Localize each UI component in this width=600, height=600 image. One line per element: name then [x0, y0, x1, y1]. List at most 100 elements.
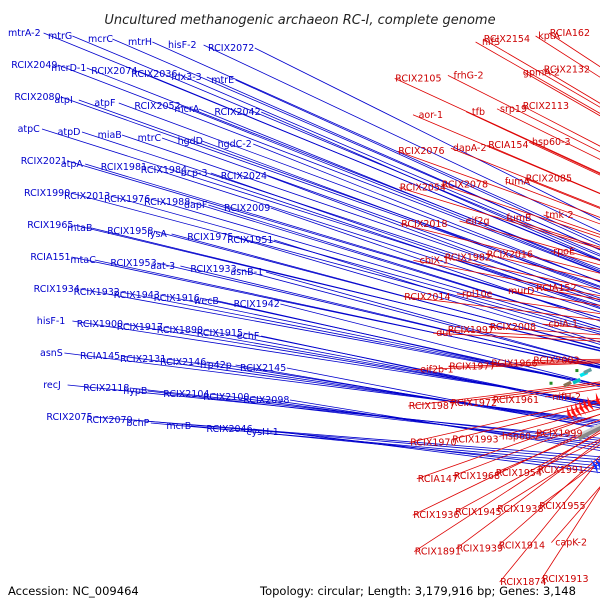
forward-gene-label: RCIX1988: [144, 197, 190, 208]
forward-gene-label: RCIA145: [80, 351, 120, 362]
forward-leader-line: [210, 172, 600, 308]
reverse-leader-line: [416, 413, 600, 480]
reverse-leader-line: [525, 178, 600, 209]
reverse-gene-label: RCIX2014: [404, 292, 450, 303]
forward-leader-line: [253, 143, 600, 283]
forward-leader-line: [265, 271, 600, 366]
forward-leader-line: [91, 227, 600, 352]
forward-leader-line: [94, 259, 600, 369]
genome-stats: Topology: circular; Length: 3,179,916 bp…: [260, 584, 576, 598]
forward-gene-label: hisF-2: [168, 40, 197, 51]
forward-gene-label: RCIX1900: [77, 319, 123, 330]
forward-leader-line: [67, 160, 600, 319]
reverse-leader-line: [394, 78, 600, 174]
reverse-gene-label: RCIX1945: [455, 507, 501, 518]
reverse-gene-label: aor-1: [419, 110, 443, 121]
forward-leader-line: [237, 268, 600, 366]
forward-gene-label: RCIX1916: [154, 293, 200, 304]
forward-gene-label: wecB: [194, 296, 219, 307]
gene-labels: 1000 kbp1050 kbp1100 kbp1150 kbp1200 kbp…: [8, 28, 590, 588]
forward-leader-line: [273, 239, 600, 343]
reverse-gene-label: RCIX1891: [415, 547, 461, 558]
forward-leader-line: [217, 300, 600, 388]
forward-gene-label: atpA: [61, 159, 84, 170]
reverse-gene-label: RCIX2078: [442, 180, 488, 191]
reverse-gene-label: tmk-2: [546, 210, 574, 221]
reverse-leader-line: [455, 440, 600, 549]
forward-gene-label: RCIX2049: [11, 60, 57, 71]
forward-leader-line: [206, 361, 600, 426]
accession-text: Accession: NC_009464: [8, 584, 139, 598]
forward-leader-line: [181, 105, 600, 273]
reverse-leader-line: [400, 223, 600, 274]
reverse-gene-label: fumB: [506, 213, 531, 224]
reverse-leader-line: [459, 220, 600, 261]
reverse-leader-line: [450, 147, 600, 208]
forward-gene-label: bcp-3: [181, 168, 208, 179]
forward-leader-line: [123, 323, 600, 404]
forward-gene-label: RCIX2074: [91, 66, 137, 77]
forward-gene-label: RCIX1958: [107, 226, 153, 237]
forward-gene-label: RCIX2021: [21, 156, 67, 167]
reverse-gene-label: hsp60-3: [532, 137, 571, 148]
reverse-gene-arrow: [579, 400, 587, 415]
reverse-gene-label: nifS: [482, 37, 500, 48]
reverse-leader-line: [499, 408, 600, 437]
reverse-leader-line: [412, 114, 600, 195]
forward-gene-label: RCIX2046: [206, 424, 252, 435]
reverse-gene-label: RCIX1913: [542, 574, 588, 585]
forward-gene-label: atpI: [54, 95, 72, 106]
forward-gene-label: RCIX1965: [27, 220, 73, 231]
forward-gene-label: cysH-1: [246, 427, 278, 438]
forward-leader-line: [171, 233, 600, 349]
reverse-leader-line: [496, 444, 600, 510]
reverse-gene-label: murD: [508, 286, 535, 297]
reverse-leader-line: [447, 75, 600, 153]
rna-marker: [549, 381, 553, 385]
forward-gene-label: RCIX2075: [46, 412, 92, 423]
forward-gene-label: mtrE: [211, 75, 234, 86]
reverse-gene-label: eif2g: [466, 216, 490, 227]
reverse-gene-label: fumA: [505, 177, 531, 188]
forward-gene-label: RCIX2042: [214, 107, 260, 118]
forward-leader-line: [281, 431, 600, 473]
reverse-gene-label: RCIX1977: [449, 362, 495, 373]
forward-gene-label: atpD: [58, 127, 81, 138]
forward-gene-label: RCIX2098: [243, 395, 289, 406]
reverse-leader-line: [486, 254, 600, 282]
reverse-leader-line: [506, 217, 600, 248]
reverse-gene-label: RCIX1993: [452, 434, 498, 445]
reverse-leader-line: [489, 326, 600, 336]
forward-gene-label: RCIX2079: [86, 415, 132, 426]
reverse-leader-line: [451, 402, 600, 440]
cog-block: [583, 367, 593, 375]
reverse-gene-label: RCIX2003: [533, 356, 579, 367]
forward-gene-label: bchP: [126, 418, 149, 429]
forward-leader-line: [201, 140, 600, 290]
forward-gene-label: RCIX2009: [224, 203, 270, 214]
reverse-gene-arrow: [574, 402, 583, 417]
forward-gene-label: RCIX1990: [24, 188, 70, 199]
reverse-gene-label: RCIX2113: [523, 101, 569, 112]
forward-leader-line: [289, 399, 600, 451]
forward-leader-line: [254, 47, 600, 221]
forward-gene-label: atpC: [18, 124, 41, 135]
reverse-gene-label: RCIX1970: [410, 437, 456, 448]
forward-leader-line: [70, 192, 600, 335]
forward-leader-line: [261, 111, 600, 260]
reverse-gene-label: RCIA154: [488, 140, 528, 151]
forward-gene-label: mtaC: [70, 255, 96, 266]
reverse-gene-arrow: [570, 404, 579, 419]
reverse-leader-line: [538, 461, 600, 507]
reverse-leader-line: [482, 38, 600, 108]
reverse-leader-line: [535, 287, 600, 300]
forward-leader-line: [118, 102, 600, 282]
reverse-gene-label: RCIX1966: [491, 359, 537, 370]
reverse-gene-label: capK-2: [555, 538, 587, 549]
forward-gene-label: lysA: [147, 229, 167, 240]
reverse-gene-label: RCIX1999: [536, 428, 582, 439]
forward-leader-line: [72, 35, 600, 257]
forward-leader-line: [270, 207, 600, 322]
